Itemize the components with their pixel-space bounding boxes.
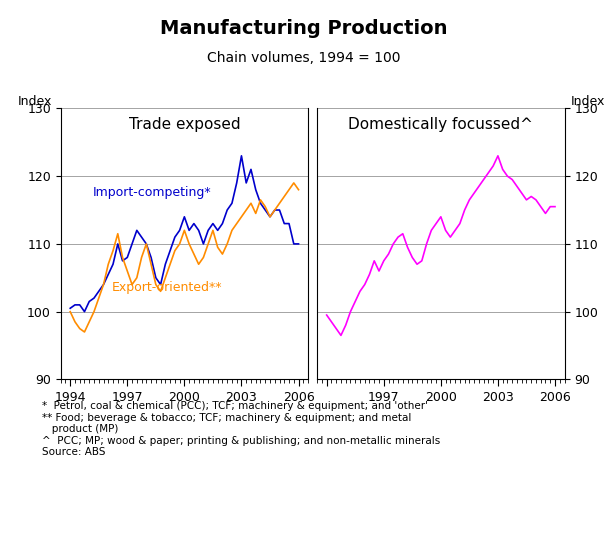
Text: Export-oriented**: Export-oriented** bbox=[112, 281, 223, 294]
Text: Domestically focussed^: Domestically focussed^ bbox=[348, 117, 534, 132]
Text: Trade exposed: Trade exposed bbox=[129, 117, 240, 132]
Text: *  Petrol, coal & chemical (PCC); TCF; machinery & equipment; and 'other'
** Foo: * Petrol, coal & chemical (PCC); TCF; ma… bbox=[42, 401, 441, 457]
Text: Chain volumes, 1994 = 100: Chain volumes, 1994 = 100 bbox=[207, 51, 400, 65]
Text: Index: Index bbox=[571, 95, 605, 108]
Text: Manufacturing Production: Manufacturing Production bbox=[160, 19, 447, 38]
Text: Index: Index bbox=[18, 95, 53, 108]
Text: Import-competing*: Import-competing* bbox=[93, 186, 212, 199]
